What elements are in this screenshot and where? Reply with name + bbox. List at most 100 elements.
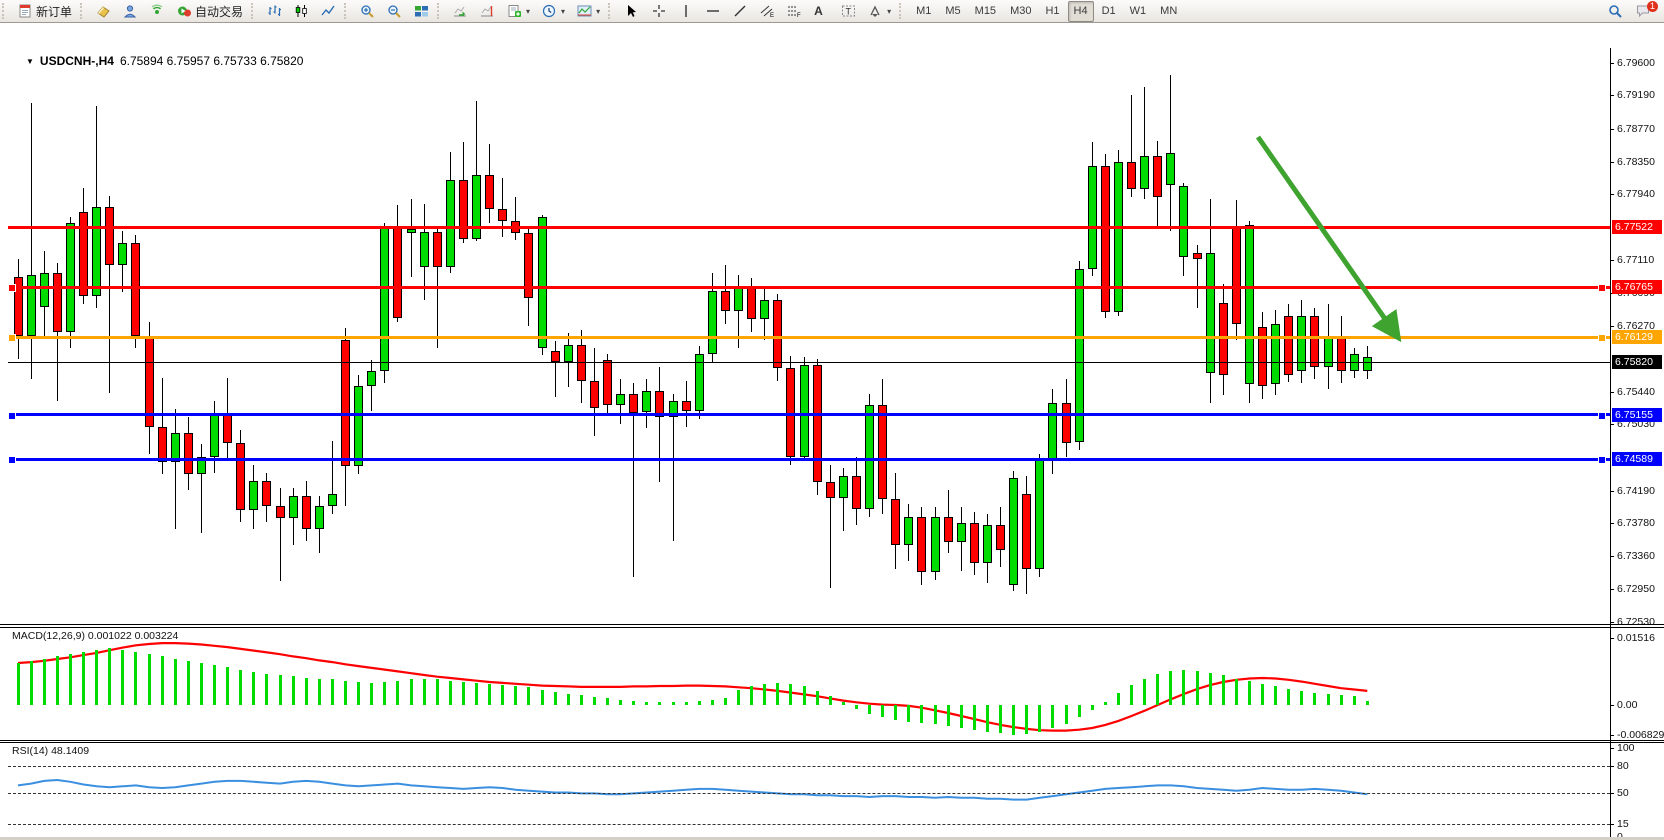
timeframe-H1-button[interactable]: H1	[1045, 5, 1060, 17]
price-tick	[1610, 128, 1614, 130]
label-button[interactable]: T	[836, 1, 861, 22]
autotrade-button-label: 自动交易	[195, 4, 244, 19]
resistance-line-2-handle-left[interactable]	[8, 284, 16, 293]
resistance-line-2[interactable]	[8, 285, 1610, 289]
candle-body	[105, 206, 115, 265]
chevron-down-icon[interactable]: ▾	[561, 6, 566, 16]
candle-body	[406, 229, 416, 233]
clock-icon	[542, 4, 557, 18]
templates-button[interactable]: ▾	[572, 1, 605, 22]
support-line-1-handle-left[interactable]	[8, 411, 16, 420]
chart-shift-button[interactable]	[475, 1, 500, 22]
macd-histogram-bar	[1064, 705, 1068, 724]
support-line-2[interactable]	[8, 457, 1610, 461]
tile-windows-button[interactable]	[409, 1, 434, 22]
fibo-button[interactable]: F	[782, 1, 807, 22]
autotrade-button[interactable]: 自动交易	[172, 1, 248, 22]
macd-histogram-bar	[1116, 692, 1120, 705]
timeframe-D1-button[interactable]: D1	[1101, 5, 1116, 17]
macd-histogram-bar	[671, 702, 675, 705]
timeframe-H4-button[interactable]: H4	[1067, 0, 1094, 22]
bar-chart-button[interactable]	[262, 1, 287, 22]
price-tick	[1610, 326, 1614, 328]
toolbar-grip	[608, 3, 615, 19]
notifications-button[interactable]: 1	[1631, 0, 1658, 22]
macd-histogram-bar	[383, 682, 387, 705]
macd-histogram-bar	[422, 678, 426, 705]
new-order-button[interactable]: 新订单	[13, 1, 77, 22]
candle-body	[1231, 225, 1241, 324]
signal-icon	[150, 4, 165, 18]
price-axis-line	[1610, 48, 1611, 840]
candle-body	[223, 412, 233, 443]
candle-body	[616, 393, 626, 405]
pivot-line-handle-right[interactable]	[1598, 334, 1606, 343]
ledger-button[interactable]	[91, 1, 116, 22]
support-line-1-handle-right[interactable]	[1598, 411, 1606, 420]
macd-histogram-bar	[1352, 695, 1356, 705]
rsi-tick-label: 50	[1617, 786, 1629, 799]
cursor-button[interactable]	[619, 1, 645, 22]
rsi-panel[interactable]: RSI(14) 48.1409	[8, 743, 1610, 840]
new-chart-button[interactable]: ▾	[502, 1, 535, 22]
zoom-in-button[interactable]	[355, 1, 380, 22]
trendline-icon	[733, 4, 748, 18]
main-chart-plot[interactable]: ▼ USDCNH-,H4 6.75894 6.75957 6.75733 6.7…	[8, 48, 1610, 624]
zoom-out-button[interactable]	[382, 1, 407, 22]
chevron-down-icon[interactable]: ▼	[26, 56, 34, 66]
timeframe-M5-button[interactable]: M5	[945, 5, 961, 17]
support-line-2-handle-left[interactable]	[8, 456, 16, 465]
crosshair-button[interactable]	[647, 1, 672, 22]
timeframe-W1-button[interactable]: W1	[1129, 5, 1147, 17]
macd-histogram-bar	[907, 705, 911, 722]
text-button[interactable]: A	[809, 1, 834, 22]
macd-panel[interactable]: MACD(12,26,9) 0.001022 0.003224	[8, 628, 1610, 740]
resistance-line-1[interactable]	[8, 225, 1610, 229]
rsi-tick-label: 80	[1617, 759, 1629, 772]
trendline-button[interactable]	[728, 1, 753, 22]
pivot-line-handle-left[interactable]	[8, 334, 16, 343]
candle-body	[288, 496, 298, 518]
pivot-line[interactable]	[8, 335, 1610, 339]
rsi-tick	[1610, 792, 1614, 794]
timeframe-M1-button[interactable]: M1	[916, 5, 932, 17]
panel-separator-2[interactable]	[0, 740, 1664, 743]
support-line-1[interactable]	[8, 413, 1610, 416]
macd-histogram-bar	[632, 700, 636, 705]
signals-button[interactable]	[145, 1, 170, 22]
candle-body	[891, 499, 901, 546]
macd-label: MACD(12,26,9) 0.001022 0.003224	[12, 630, 179, 642]
search-button[interactable]	[1603, 1, 1629, 22]
candle-chart-button[interactable]	[289, 1, 314, 22]
candle-body	[1009, 478, 1019, 585]
panel-separator-1[interactable]	[0, 624, 1664, 628]
toolbar-grip	[437, 3, 444, 19]
chevron-down-icon[interactable]: ▾	[596, 6, 601, 16]
timeframe-MN-button[interactable]: MN	[1160, 5, 1178, 17]
candle-body	[956, 523, 966, 543]
vline-button[interactable]	[674, 1, 699, 22]
periods-button[interactable]: ▾	[537, 1, 570, 22]
macd-histogram-bar	[186, 660, 190, 705]
timeframe-M30-button[interactable]: M30	[1010, 5, 1032, 17]
chevron-down-icon[interactable]: ▾	[526, 6, 531, 16]
shapes-button[interactable]: ▾	[863, 1, 896, 22]
chart-window: ▼ USDCNH-,H4 6.75894 6.75957 6.75733 6.7…	[0, 24, 1664, 840]
line-chart-button[interactable]	[316, 1, 341, 22]
auto-scroll-button[interactable]	[448, 1, 473, 22]
channel-button[interactable]: E	[755, 1, 780, 22]
support-line-2-handle-right[interactable]	[1598, 456, 1606, 465]
candle-body	[1336, 338, 1346, 372]
macd-histogram-bar	[815, 690, 819, 705]
profile-button[interactable]	[118, 1, 143, 22]
macd-tick-label: -0.006829	[1617, 729, 1664, 742]
macd-histogram-bar	[881, 705, 885, 718]
hline-button[interactable]	[701, 1, 726, 22]
candle-body	[1153, 156, 1163, 198]
chevron-down-icon[interactable]: ▾	[887, 6, 892, 16]
price-tick	[1610, 588, 1614, 590]
notification-badge: 1	[1647, 0, 1658, 12]
timeframe-M15-button[interactable]: M15	[974, 5, 997, 17]
resistance-line-2-handle-right[interactable]	[1598, 284, 1606, 293]
candle-body	[236, 442, 246, 510]
